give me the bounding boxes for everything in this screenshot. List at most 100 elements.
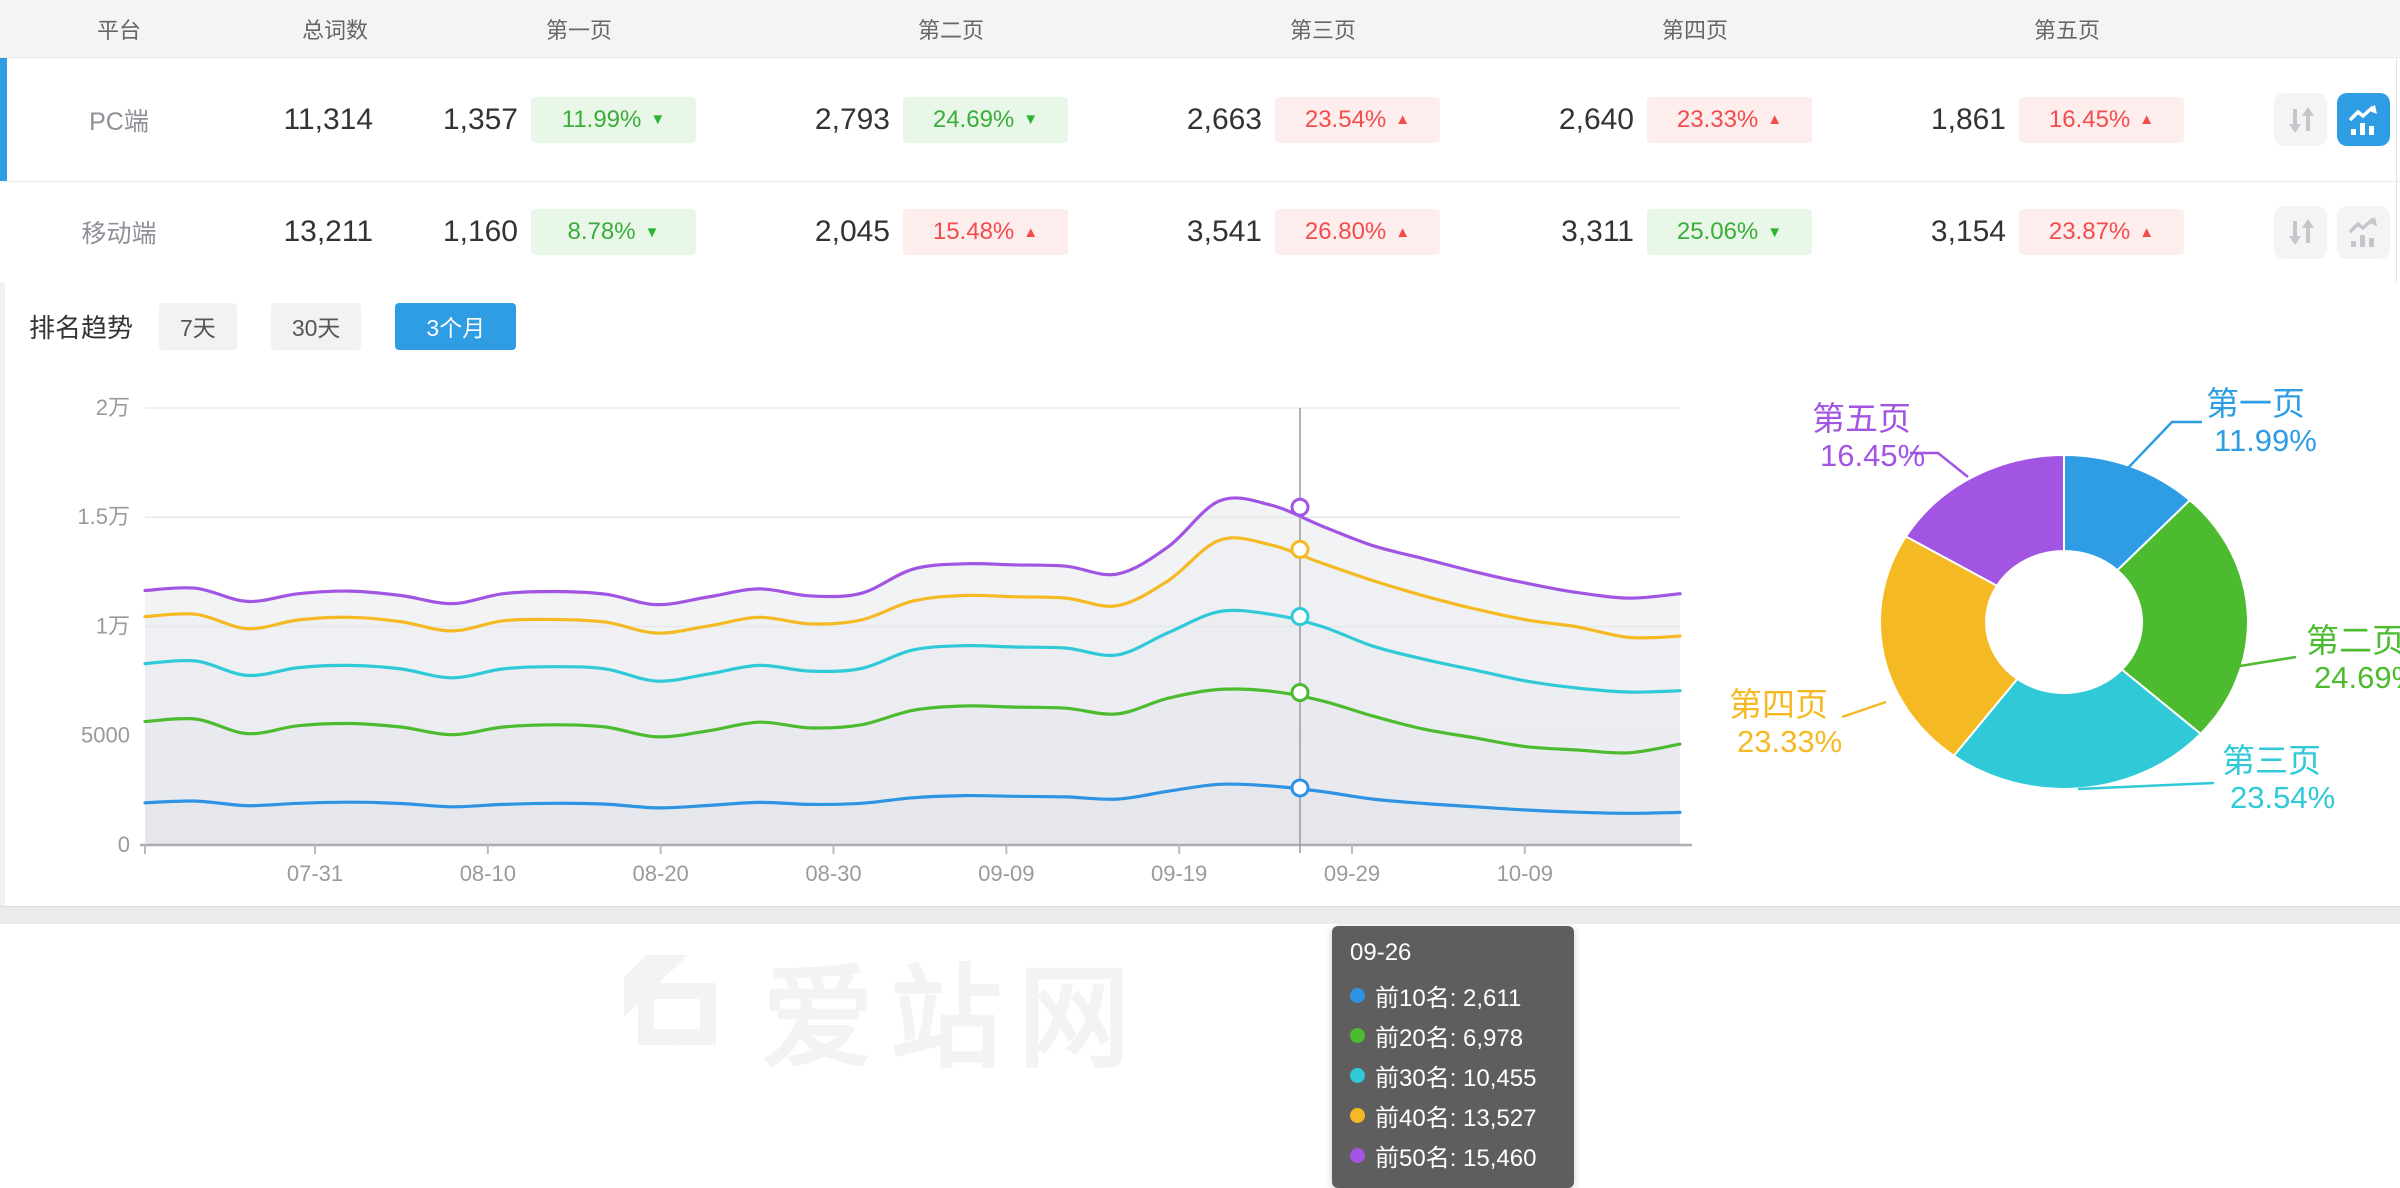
- change-badge: 23.54% ▲: [1275, 96, 1440, 143]
- donut-slice-第三页[interactable]: [1952, 668, 2203, 790]
- tab-30d[interactable]: 30天: [270, 302, 362, 350]
- watermark-logo-icon: [624, 955, 716, 1047]
- x-axis-label: 09-19: [1151, 861, 1207, 886]
- y-axis-label: 1万: [96, 613, 130, 638]
- y-axis-label: 5000: [81, 723, 130, 748]
- donut-label-name: 第二页: [2306, 622, 2400, 659]
- trend-chart-button[interactable]: [2337, 205, 2390, 259]
- trend-line-前10名[interactable]: [143, 782, 1682, 815]
- platform-label: PC端: [89, 107, 149, 136]
- donut-slice-第五页[interactable]: [1904, 453, 2065, 588]
- change-badge: 24.69% ▼: [903, 96, 1068, 143]
- donut-label-percent: 23.54%: [2230, 779, 2336, 815]
- x-axis-label: 08-20: [633, 861, 689, 886]
- page-3-count: 2,663: [1186, 102, 1262, 136]
- trend-line-前50名[interactable]: [143, 496, 1682, 607]
- donut-slice-第一页[interactable]: [2063, 453, 2192, 572]
- hover-marker: [1290, 683, 1310, 703]
- header-page-3: 第三页: [1290, 17, 1357, 43]
- watermark-text: 爱站网: [762, 928, 1146, 1090]
- trend-chart-panel: 0 5000 1万 1.5万 2万 07-31 08-10 08-20 08-30 09-09 09…: [0, 370, 2400, 1188]
- trend-line-前40名[interactable]: [143, 536, 1682, 640]
- change-badge: 15.48% ▲: [903, 209, 1068, 255]
- x-axis-label: 08-10: [460, 861, 516, 886]
- triangle-down-icon: ▼: [644, 223, 660, 241]
- page-3-cell: 3,541 26.80% ▲: [1122, 209, 1494, 255]
- change-percent: 24.69%: [932, 105, 1015, 133]
- triangle-up-icon: ▲: [2139, 111, 2155, 128]
- donut-label-name: 第四页: [1729, 686, 1828, 723]
- sort-button[interactable]: [2274, 205, 2327, 259]
- change-percent: 15.48%: [932, 218, 1015, 245]
- tab-7d[interactable]: 7天: [159, 302, 237, 350]
- donut-slice-第四页[interactable]: [1879, 535, 2019, 758]
- time-range-tabs: 7天 30天 3个月: [159, 302, 517, 350]
- tooltip-item-text: 前50名: 15,460: [1375, 1144, 1537, 1172]
- page-left-edge: [0, 282, 5, 906]
- tooltip-item-text: 前20名: 6,978: [1375, 1024, 1524, 1052]
- series-dot-icon: [1350, 1147, 1365, 1163]
- area-fill: [145, 497, 1680, 845]
- series-dot-icon: [1350, 1107, 1365, 1123]
- change-percent: 8.78%: [567, 218, 636, 245]
- row-actions: [2238, 93, 2400, 146]
- page-1-count: 1,357: [442, 102, 518, 136]
- change-badge: 25.06% ▼: [1647, 209, 1812, 255]
- series-dot-icon: [1350, 987, 1365, 1003]
- table-header: 平台 总词数 第一页 第二页 第三页 第四页 第五页: [0, 0, 2400, 58]
- chart-tooltip: 09-26 前10名: 2,611 前20名: 6,978 前30名: 10,455…: [1332, 926, 1574, 1188]
- sort-arrows-icon: [2288, 219, 2314, 245]
- triangle-down-icon: ▼: [650, 111, 666, 128]
- trend-line-前20名[interactable]: [143, 687, 1682, 755]
- table-row-pc[interactable]: PC端 11,314 1,357 11.99% ▼ 2,793 24.69% ▼ 2,663 23…: [0, 58, 2400, 182]
- keyword-rank-table: 平台 总词数 第一页 第二页 第三页 第四页 第五页 PC端 11,314 1,35…: [0, 0, 2400, 283]
- donut-slice-第二页[interactable]: [2115, 498, 2249, 736]
- page-5-cell: 1,861 16.45% ▲: [1866, 96, 2238, 143]
- donut-label-第三页: 第三页 23.54%: [2222, 742, 2335, 816]
- y-axis-label: 1.5万: [77, 504, 130, 529]
- change-badge: 26.80% ▲: [1275, 209, 1440, 255]
- tooltip-item: 前30名: 10,455: [1350, 1055, 1556, 1095]
- page-4-cell: 3,311 25.06% ▼: [1494, 209, 1866, 255]
- table-right-border: [2396, 57, 2397, 282]
- tab-3m[interactable]: 3个月: [395, 302, 517, 350]
- change-percent: 23.54%: [1304, 105, 1387, 133]
- header-page-2: 第二页: [918, 17, 985, 43]
- header-platform: 平台: [96, 17, 141, 43]
- tooltip-item: 前40名: 13,527: [1350, 1095, 1556, 1135]
- page-1-cell: 1,357 11.99% ▼: [378, 96, 750, 143]
- donut-label-percent: 24.69%: [2314, 659, 2400, 695]
- tooltip-item-text: 前30名: 10,455: [1375, 1064, 1537, 1092]
- donut-label-percent: 11.99%: [2214, 422, 2317, 458]
- triangle-up-icon: ▲: [1767, 111, 1783, 128]
- trend-chart-button[interactable]: [2337, 93, 2390, 146]
- page-2-cell: 2,793 24.69% ▼: [750, 96, 1122, 143]
- trend-line-前30名[interactable]: [143, 608, 1682, 694]
- donut-label-name: 第一页: [2206, 385, 2305, 422]
- hover-marker: [1290, 497, 1310, 517]
- table-row-mobile[interactable]: 移动端 13,211 1,160 8.78% ▼ 2,045 15.48% ▲ 3,541 26.…: [0, 182, 2400, 283]
- donut-label-第一页: 第一页 11.99%: [2206, 385, 2317, 459]
- donut-label-name: 第五页: [1812, 400, 1911, 437]
- line-and-donut-chart[interactable]: 0 5000 1万 1.5万 2万 07-31 08-10 08-20 08-30 09-09 09…: [0, 370, 2400, 924]
- page-2-cell: 2,045 15.48% ▲: [750, 209, 1122, 255]
- sort-button[interactable]: [2274, 93, 2327, 146]
- triangle-down-icon: ▼: [1767, 223, 1783, 241]
- triangle-up-icon: ▲: [1395, 111, 1411, 128]
- change-badge: 8.78% ▼: [531, 209, 696, 255]
- y-axis-label: 0: [118, 832, 130, 857]
- page-3-count: 3,541: [1186, 215, 1262, 248]
- page-1-cell: 1,160 8.78% ▼: [378, 209, 750, 255]
- hover-marker: [1290, 539, 1310, 559]
- change-percent: 23.87%: [2048, 218, 2131, 245]
- page-5-count: 3,154: [1930, 215, 2006, 248]
- y-axis-label: 2万: [96, 395, 130, 420]
- tooltip-date: 09-26: [1350, 939, 1412, 966]
- page-3-cell: 2,663 23.54% ▲: [1122, 96, 1494, 143]
- change-badge: 16.45% ▲: [2019, 96, 2184, 143]
- header-page-5: 第五页: [2034, 17, 2101, 43]
- page-4-count: 2,640: [1558, 102, 1634, 136]
- x-axis-label: 09-29: [1324, 861, 1380, 886]
- x-axis-label: 07-31: [287, 861, 343, 886]
